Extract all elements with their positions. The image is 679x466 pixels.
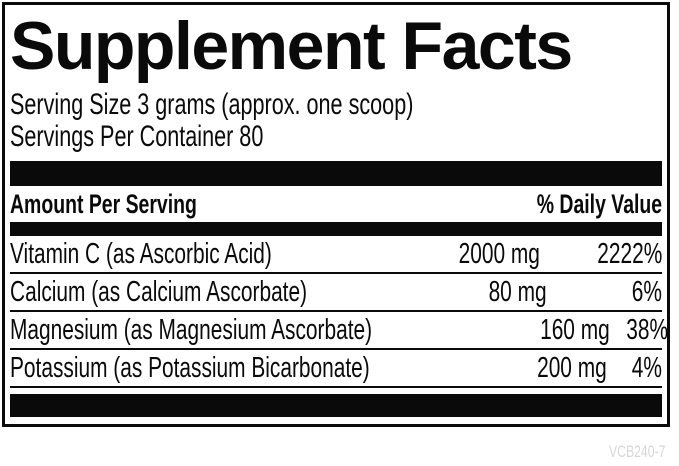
nutrient-name: Magnesium (as Magnesium Ascorbate) bbox=[10, 314, 513, 347]
divider-bar-top bbox=[10, 161, 662, 186]
nutrient-daily-value-text: 4% bbox=[631, 351, 662, 384]
divider-bar-bottom bbox=[10, 394, 662, 417]
servings-per-container-text: Servings Per Container 80 bbox=[10, 121, 662, 153]
nutrient-name-text: Calcium (as Calcium Ascorbate) bbox=[10, 275, 308, 308]
nutrient-daily-value: 38% bbox=[610, 314, 668, 347]
nutrient-name: Calcium (as Calcium Ascorbate) bbox=[10, 276, 423, 309]
product-code: VCB240-7 bbox=[587, 443, 665, 461]
nutrient-amount-text: 2000 mg bbox=[458, 237, 540, 270]
servings-per-container-label: Servings Per Container 80 bbox=[10, 120, 264, 153]
nutrient-row: Magnesium (as Magnesium Ascorbate) 160 m… bbox=[10, 312, 668, 350]
nutrient-row: Calcium (as Calcium Ascorbate) 80 mg 6% bbox=[10, 274, 662, 312]
nutrient-amount-text: 200 mg bbox=[536, 351, 607, 384]
nutrient-daily-value: 6% bbox=[547, 276, 662, 309]
nutrient-amount: 200 mg bbox=[510, 352, 607, 385]
nutrient-name-text: Potassium (as Potassium Bicarbonate) bbox=[10, 351, 370, 384]
nutrient-row: Vitamin C (as Ascorbic Acid) 2000 mg 222… bbox=[10, 236, 662, 274]
nutrient-amount: 160 mg bbox=[513, 314, 610, 347]
nutrient-daily-value: 2222% bbox=[540, 238, 662, 271]
divider-bar-header bbox=[10, 222, 662, 236]
nutrient-name-text: Magnesium (as Magnesium Ascorbate) bbox=[10, 313, 373, 346]
column-header-amount: Amount Per Serving bbox=[10, 188, 197, 219]
nutrient-name-text: Vitamin C (as Ascorbic Acid) bbox=[10, 237, 272, 270]
nutrient-row: Potassium (as Potassium Bicarbonate) 200… bbox=[10, 350, 662, 388]
nutrient-daily-value-text: 2222% bbox=[596, 237, 662, 270]
nutrient-daily-value-text: 6% bbox=[631, 275, 662, 308]
supplement-facts-panel: Supplement Facts Serving Size 3 grams (a… bbox=[2, 2, 670, 427]
nutrient-amount: 2000 mg bbox=[408, 238, 540, 271]
column-header-daily-value: % Daily Value bbox=[536, 188, 662, 219]
panel-title: Supplement Facts bbox=[10, 8, 573, 84]
product-code-text: VCB240-7 bbox=[608, 442, 665, 461]
nutrient-name: Vitamin C (as Ascorbic Acid) bbox=[10, 238, 408, 271]
serving-size-label: Serving Size 3 grams (approx. one scoop) bbox=[10, 88, 414, 121]
nutrient-daily-value: 4% bbox=[606, 352, 662, 385]
nutrient-name: Potassium (as Potassium Bicarbonate) bbox=[10, 352, 510, 385]
serving-size-text: Serving Size 3 grams (approx. one scoop) bbox=[10, 89, 662, 121]
nutrient-amount-text: 160 mg bbox=[539, 313, 610, 346]
nutrient-daily-value-text: 38% bbox=[625, 313, 668, 346]
nutrient-amount: 80 mg bbox=[423, 276, 547, 309]
nutrient-amount-text: 80 mg bbox=[488, 275, 547, 308]
table-header-row: Amount Per Serving % Daily Value bbox=[10, 186, 662, 222]
